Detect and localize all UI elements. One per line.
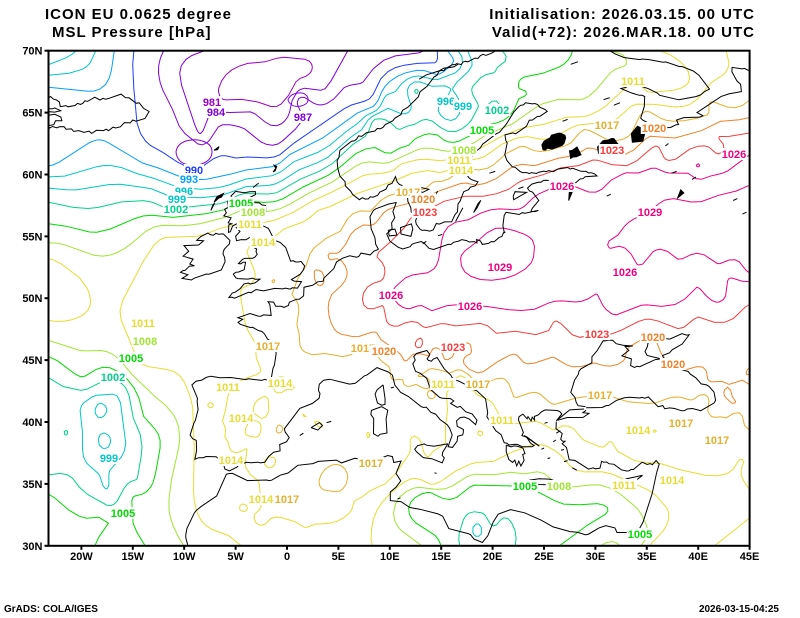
svg-text:25E: 25E xyxy=(534,551,554,563)
svg-text:20E: 20E xyxy=(483,551,503,563)
svg-text:1011: 1011 xyxy=(612,480,636,492)
svg-text:65N: 65N xyxy=(22,108,42,120)
svg-text:1023: 1023 xyxy=(413,207,437,219)
svg-text:15E: 15E xyxy=(431,551,451,563)
svg-text:1005: 1005 xyxy=(470,125,494,137)
svg-text:1017: 1017 xyxy=(705,435,729,447)
svg-text:ICON EU 0.0625 degree: ICON EU 0.0625 degree xyxy=(45,6,232,23)
svg-text:1005: 1005 xyxy=(513,481,537,493)
svg-text:1029: 1029 xyxy=(638,207,662,219)
svg-text:Valid(+72): 2026.MAR.18. 00 UT: Valid(+72): 2026.MAR.18. 00 UTC xyxy=(492,24,755,41)
svg-text:1008: 1008 xyxy=(241,207,265,219)
svg-text:1023: 1023 xyxy=(441,342,465,354)
svg-text:1017: 1017 xyxy=(595,120,619,132)
svg-text:987: 987 xyxy=(294,112,312,124)
svg-text:1020: 1020 xyxy=(661,359,685,371)
svg-text:45N: 45N xyxy=(22,355,42,367)
svg-text:999: 999 xyxy=(454,101,472,113)
svg-text:1002: 1002 xyxy=(485,105,509,117)
svg-text:1017: 1017 xyxy=(351,343,375,355)
svg-text:5E: 5E xyxy=(332,551,345,563)
svg-text:Initialisation: 2026.03.15. 00: Initialisation: 2026.03.15. 00 UTC xyxy=(489,6,755,23)
svg-text:45E: 45E xyxy=(740,551,760,563)
svg-text:1017: 1017 xyxy=(256,341,280,353)
svg-text:GrADS: COLA/IGES: GrADS: COLA/IGES xyxy=(4,604,98,615)
svg-text:0: 0 xyxy=(284,551,290,563)
svg-text:60N: 60N xyxy=(22,170,42,182)
svg-text:1017: 1017 xyxy=(275,494,299,506)
svg-text:1026: 1026 xyxy=(722,149,746,161)
svg-text:35E: 35E xyxy=(637,551,657,563)
svg-text:1014: 1014 xyxy=(219,455,244,467)
svg-text:1020: 1020 xyxy=(411,194,435,206)
svg-text:1026: 1026 xyxy=(458,301,482,313)
svg-text:40E: 40E xyxy=(688,551,708,563)
svg-text:1011: 1011 xyxy=(490,415,514,427)
svg-text:1011: 1011 xyxy=(131,318,155,330)
svg-text:996: 996 xyxy=(437,96,455,108)
svg-text:1005: 1005 xyxy=(111,508,135,520)
svg-text:1011: 1011 xyxy=(216,382,240,394)
svg-text:1008: 1008 xyxy=(133,336,157,348)
svg-text:993: 993 xyxy=(180,174,198,186)
svg-text:20W: 20W xyxy=(70,551,93,563)
svg-text:1026: 1026 xyxy=(613,267,637,279)
svg-text:10E: 10E xyxy=(380,551,400,563)
svg-text:70N: 70N xyxy=(22,46,42,58)
svg-text:40N: 40N xyxy=(22,417,42,429)
svg-text:1008: 1008 xyxy=(547,481,571,493)
svg-text:1023: 1023 xyxy=(585,329,609,341)
svg-text:1020: 1020 xyxy=(641,332,665,344)
svg-text:1014: 1014 xyxy=(249,494,274,506)
svg-text:MSL Pressure [hPa]: MSL Pressure [hPa] xyxy=(52,24,211,41)
svg-text:1020: 1020 xyxy=(642,123,666,135)
svg-text:2026-03-15-04:25: 2026-03-15-04:25 xyxy=(699,604,779,615)
svg-text:1011: 1011 xyxy=(431,379,455,391)
svg-text:1026: 1026 xyxy=(379,290,403,302)
svg-text:1002: 1002 xyxy=(164,204,188,216)
svg-text:5W: 5W xyxy=(227,551,244,563)
svg-text:1017: 1017 xyxy=(669,418,693,430)
svg-text:1026: 1026 xyxy=(550,181,574,193)
svg-text:1011: 1011 xyxy=(621,76,645,88)
svg-text:30N: 30N xyxy=(22,541,42,553)
svg-text:1029: 1029 xyxy=(488,262,512,274)
svg-text:50N: 50N xyxy=(22,293,42,305)
svg-text:1011: 1011 xyxy=(238,219,262,231)
svg-text:999: 999 xyxy=(100,453,118,465)
svg-text:1002: 1002 xyxy=(101,372,125,384)
svg-text:1014: 1014 xyxy=(626,425,651,437)
svg-text:1023: 1023 xyxy=(600,145,624,157)
svg-text:984: 984 xyxy=(207,107,226,119)
svg-text:1017: 1017 xyxy=(466,379,490,391)
svg-text:1005: 1005 xyxy=(628,529,652,541)
svg-text:1017: 1017 xyxy=(588,390,612,402)
svg-text:1014: 1014 xyxy=(251,237,276,249)
svg-text:35N: 35N xyxy=(22,479,42,491)
svg-text:1014: 1014 xyxy=(229,413,254,425)
svg-text:10W: 10W xyxy=(173,551,196,563)
svg-text:30E: 30E xyxy=(586,551,606,563)
svg-text:1005: 1005 xyxy=(119,353,143,365)
svg-text:55N: 55N xyxy=(22,231,42,243)
svg-text:15W: 15W xyxy=(121,551,144,563)
svg-text:1014: 1014 xyxy=(449,165,474,177)
svg-text:1017: 1017 xyxy=(359,458,383,470)
svg-text:1014: 1014 xyxy=(268,378,293,390)
svg-text:1020: 1020 xyxy=(372,346,396,358)
svg-text:1014: 1014 xyxy=(660,475,685,487)
